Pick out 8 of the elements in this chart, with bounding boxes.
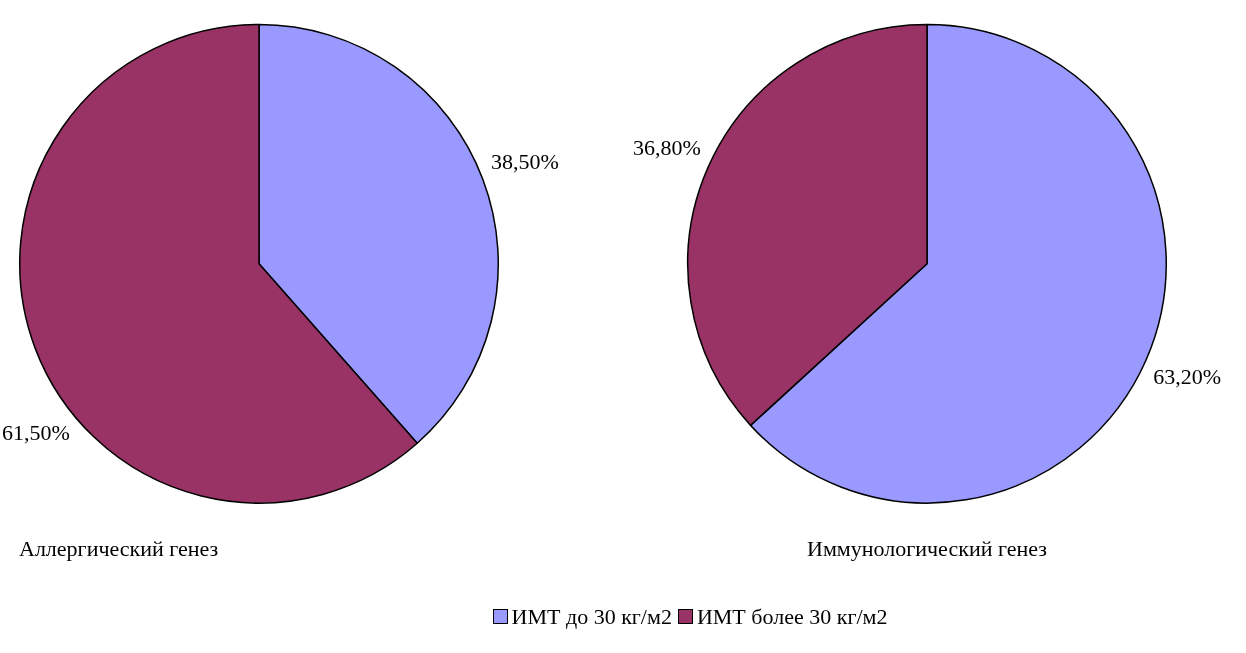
text: Иммунологический генез [807,535,1047,561]
data-label: 61,50% [2,420,70,446]
text: Аллергический генез [19,535,219,561]
legend-label: ИМТ более 30 кг/м2 [695,604,888,630]
data-label: 36,80% [632,135,701,161]
data-label: 38,50% [490,149,559,175]
data-label: 63,20% [1153,364,1222,390]
legend-label: ИМТ до 30 кг/м2 [510,604,672,630]
